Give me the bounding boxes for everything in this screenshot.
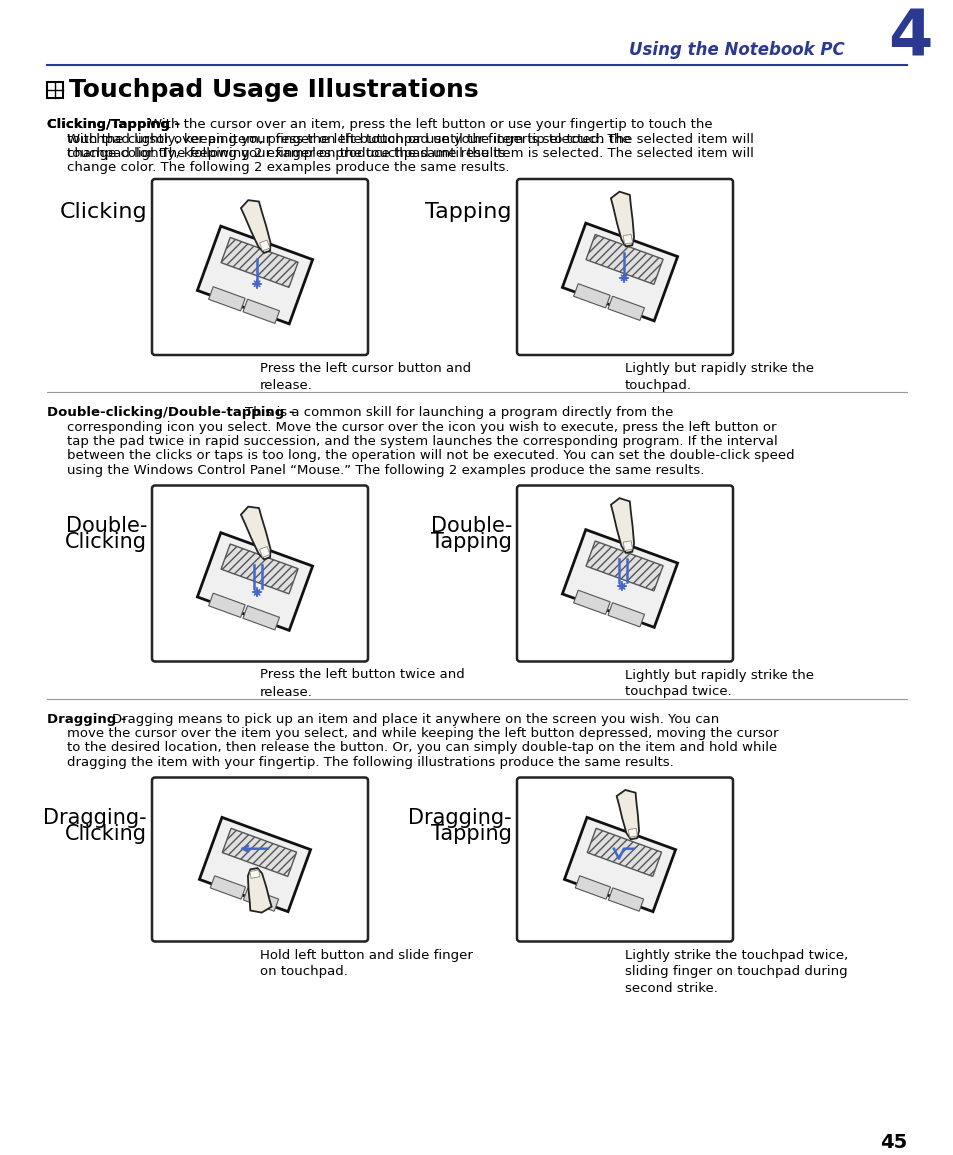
Polygon shape <box>209 286 245 311</box>
FancyBboxPatch shape <box>517 179 732 355</box>
Text: Dragging means to pick up an item and place it anywhere on the screen you wish. : Dragging means to pick up an item and pl… <box>112 713 719 725</box>
FancyBboxPatch shape <box>152 777 368 941</box>
Polygon shape <box>209 594 245 618</box>
Text: Dragging -: Dragging - <box>47 713 131 725</box>
Text: change color. The following 2 examples produce the same results.: change color. The following 2 examples p… <box>67 162 509 174</box>
Text: Double-clicking/Double-tapping -: Double-clicking/Double-tapping - <box>47 407 299 419</box>
Text: Using the Notebook PC: Using the Notebook PC <box>629 40 844 59</box>
Polygon shape <box>610 498 634 553</box>
Polygon shape <box>608 888 643 911</box>
Text: With the cursor over an item, press the left button or use your fingertip to tou: With the cursor over an item, press the … <box>67 133 630 146</box>
Text: Hold left button and slide finger
on touchpad.: Hold left button and slide finger on tou… <box>260 948 473 978</box>
Text: corresponding icon you select. Move the cursor over the icon you wish to execute: corresponding icon you select. Move the … <box>67 420 776 433</box>
Polygon shape <box>564 818 675 911</box>
Text: Clicking/Tapping -: Clicking/Tapping - <box>47 118 185 131</box>
Text: touchpad lightly, keeping your finger on the touchpad until the item is selected: touchpad lightly, keeping your finger on… <box>67 133 753 146</box>
Text: Tapping: Tapping <box>431 532 512 552</box>
Polygon shape <box>250 870 259 878</box>
Text: Double-: Double- <box>66 516 147 537</box>
Polygon shape <box>585 234 662 284</box>
Text: With the cursor over an item, press the left button or use your fingertip to tou: With the cursor over an item, press the … <box>149 118 712 131</box>
Text: Clicking: Clicking <box>59 202 147 222</box>
Text: tap the pad twice in rapid succession, and the system launches the corresponding: tap the pad twice in rapid succession, a… <box>67 435 777 448</box>
Text: move the cursor over the item you select, and while keeping the left button depr: move the cursor over the item you select… <box>67 726 778 740</box>
Polygon shape <box>259 240 270 251</box>
Polygon shape <box>243 888 278 911</box>
Polygon shape <box>248 869 272 912</box>
Polygon shape <box>561 530 677 627</box>
Polygon shape <box>222 828 296 877</box>
Text: Clicking: Clicking <box>65 825 147 844</box>
Text: 4: 4 <box>887 7 931 69</box>
Polygon shape <box>573 590 610 614</box>
Text: Press the left cursor button and
release.: Press the left cursor button and release… <box>260 362 471 392</box>
Polygon shape <box>607 603 644 627</box>
Polygon shape <box>585 541 662 591</box>
Polygon shape <box>197 226 313 323</box>
Text: touchpad lightly, keeping your finger on the touchpad until the item is selected: touchpad lightly, keeping your finger on… <box>67 147 753 161</box>
Text: Dragging-: Dragging- <box>43 808 147 828</box>
Text: 45: 45 <box>879 1133 906 1152</box>
Polygon shape <box>241 507 271 559</box>
Polygon shape <box>221 544 297 594</box>
FancyBboxPatch shape <box>152 485 368 662</box>
Text: Dragging-: Dragging- <box>408 808 512 828</box>
Text: Tapping: Tapping <box>431 825 512 844</box>
Text: Clicking: Clicking <box>65 532 147 552</box>
Polygon shape <box>561 223 677 321</box>
Polygon shape <box>573 284 610 308</box>
Polygon shape <box>622 541 632 551</box>
Polygon shape <box>243 299 279 323</box>
Polygon shape <box>628 828 637 837</box>
FancyBboxPatch shape <box>152 179 368 355</box>
Text: between the clicks or taps is too long, the operation will not be executed. You : between the clicks or taps is too long, … <box>67 449 794 462</box>
Text: Touchpad Usage Illustrations: Touchpad Usage Illustrations <box>69 79 478 102</box>
Polygon shape <box>197 532 313 631</box>
Bar <box>47 82 63 98</box>
Text: Lightly but rapidly strike the
touchpad twice.: Lightly but rapidly strike the touchpad … <box>624 669 813 699</box>
Text: dragging the item with your fingertip. The following illustrations produce the s: dragging the item with your fingertip. T… <box>67 757 673 769</box>
Polygon shape <box>221 238 297 288</box>
Polygon shape <box>607 296 644 320</box>
Polygon shape <box>616 790 639 840</box>
Text: to the desired location, then release the button. Or, you can simply double-tap : to the desired location, then release th… <box>67 742 777 754</box>
Polygon shape <box>259 546 270 558</box>
Polygon shape <box>575 875 610 899</box>
Text: Clicking/Tapping -: Clicking/Tapping - <box>47 118 185 131</box>
Polygon shape <box>241 200 271 253</box>
Polygon shape <box>610 192 634 246</box>
Text: Press the left button twice and
release.: Press the left button twice and release. <box>260 669 464 699</box>
Text: Lightly strike the touchpad twice,
sliding finger on touchpad during
second stri: Lightly strike the touchpad twice, slidi… <box>624 948 847 996</box>
FancyBboxPatch shape <box>517 485 732 662</box>
Text: Lightly but rapidly strike the
touchpad.: Lightly but rapidly strike the touchpad. <box>624 362 813 392</box>
Text: Tapping: Tapping <box>425 202 512 222</box>
Polygon shape <box>210 875 245 899</box>
Text: Double-: Double- <box>430 516 512 537</box>
Text: This is a common skill for launching a program directly from the: This is a common skill for launching a p… <box>245 407 673 419</box>
Text: change color. The following 2 examples produce the same results.: change color. The following 2 examples p… <box>67 147 509 161</box>
Polygon shape <box>199 818 311 911</box>
Text: using the Windows Control Panel “Mouse.” The following 2 examples produce the sa: using the Windows Control Panel “Mouse.”… <box>67 464 703 477</box>
Polygon shape <box>587 828 660 877</box>
Polygon shape <box>243 605 279 629</box>
FancyBboxPatch shape <box>517 777 732 941</box>
Polygon shape <box>622 234 632 244</box>
